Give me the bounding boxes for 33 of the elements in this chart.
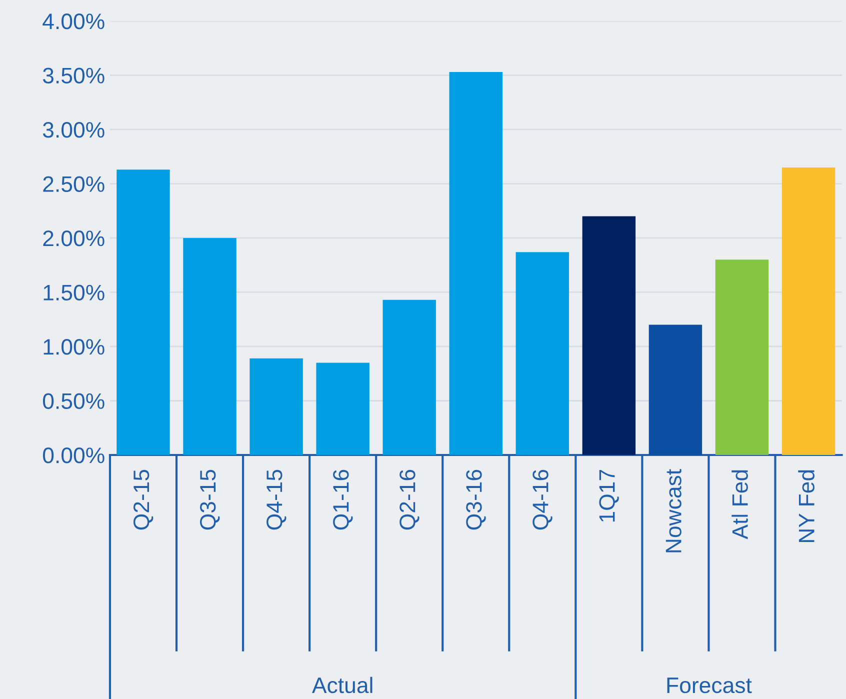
y-tick-label: 1.00% — [44, 339, 104, 355]
x-tick-label: Q1-16 — [333, 470, 353, 530]
y-tick-label: 2.00% — [43, 230, 104, 246]
bar — [782, 167, 836, 455]
x-tick-label: Q2-16 — [400, 470, 420, 530]
y-tick-label: 1.50% — [44, 284, 104, 301]
text: Forecast — [667, 678, 752, 694]
bar — [516, 252, 570, 455]
x-tick-label: Q2-15 — [133, 470, 154, 530]
bar — [316, 362, 370, 455]
x-tick-label: Nowcast — [666, 469, 682, 552]
bar — [582, 216, 636, 455]
x-tick-label: 1Q17 — [599, 470, 619, 522]
bar — [250, 358, 303, 455]
text: Actual — [312, 676, 372, 694]
bar — [116, 170, 170, 455]
bar — [382, 300, 436, 455]
x-tick-label: Atl Fed — [732, 470, 748, 540]
bar — [183, 238, 236, 455]
y-tick-label: 0.00% — [42, 448, 104, 464]
x-tick-label: Q3-15 — [200, 470, 220, 530]
x-tick-label: NY Fed — [798, 470, 814, 542]
bar — [715, 260, 769, 455]
y-tick-label: 3.50% — [42, 68, 104, 84]
y-tick-label: 2.50% — [43, 176, 104, 192]
y-tick-label: 3.00% — [42, 122, 104, 138]
bar — [648, 324, 702, 455]
x-tick-label: Q3-16 — [466, 470, 486, 530]
x-tick-label: Q4-16 — [532, 470, 552, 530]
bar — [449, 72, 502, 455]
y-tick-label: 4.00% — [42, 14, 104, 30]
x-tick-label: Q4-15 — [266, 470, 286, 530]
y-tick-label: 0.50% — [42, 393, 104, 410]
